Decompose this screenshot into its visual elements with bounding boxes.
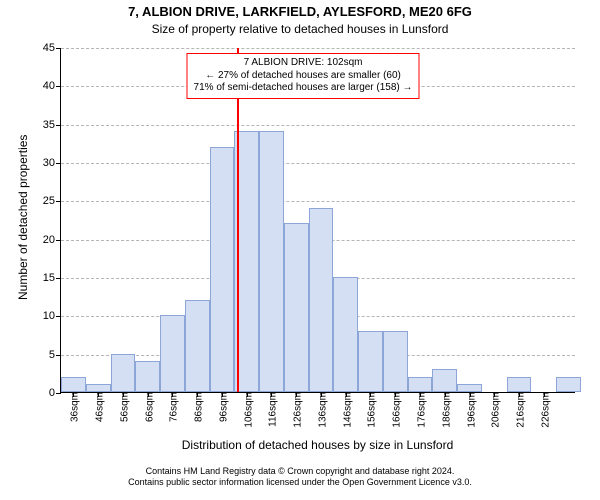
x-tick-label: 116sqm bbox=[264, 392, 279, 427]
plot-area: 05101520253035404536sqm46sqm56sqm66sqm76… bbox=[60, 48, 575, 393]
subtitle: Size of property relative to detached ho… bbox=[0, 22, 600, 36]
y-tick-label: 15 bbox=[43, 272, 61, 284]
annotation-line: ← 27% of detached houses are smaller (60… bbox=[194, 70, 413, 83]
footer-attribution: Contains HM Land Registry data © Crown c… bbox=[0, 466, 600, 489]
x-tick-label: 66sqm bbox=[140, 392, 155, 422]
histogram-bar bbox=[61, 377, 86, 392]
histogram-bar bbox=[111, 354, 136, 392]
histogram-bar bbox=[284, 223, 309, 392]
histogram-bar bbox=[457, 384, 482, 392]
histogram-bar bbox=[432, 369, 457, 392]
histogram-bar bbox=[358, 331, 383, 392]
grid-line bbox=[61, 163, 575, 164]
x-tick-label: 56sqm bbox=[115, 392, 130, 422]
marker-line bbox=[237, 48, 239, 392]
x-tick-label: 136sqm bbox=[313, 392, 328, 428]
grid-line bbox=[61, 48, 575, 49]
y-tick-label: 10 bbox=[43, 310, 61, 322]
x-tick-label: 106sqm bbox=[239, 392, 254, 428]
x-tick-label: 206sqm bbox=[487, 392, 502, 428]
x-tick-label: 36sqm bbox=[66, 392, 81, 422]
grid-line bbox=[61, 201, 575, 202]
x-axis-label: Distribution of detached houses by size … bbox=[60, 438, 575, 452]
chart-root: 7, ALBION DRIVE, LARKFIELD, AYLESFORD, M… bbox=[0, 0, 600, 500]
x-tick-label: 166sqm bbox=[388, 392, 403, 428]
x-tick-label: 156sqm bbox=[363, 392, 378, 428]
histogram-bar bbox=[185, 300, 210, 392]
x-tick-label: 96sqm bbox=[214, 392, 229, 422]
histogram-bar bbox=[383, 331, 408, 392]
x-tick-label: 226sqm bbox=[536, 392, 551, 428]
histogram-bar bbox=[333, 277, 358, 392]
y-axis-label: Number of detached properties bbox=[16, 135, 30, 300]
footer-line-2: Contains public sector information licen… bbox=[0, 477, 600, 488]
histogram-bar bbox=[556, 377, 581, 392]
histogram-bar bbox=[309, 208, 334, 392]
annotation-line: 7 ALBION DRIVE: 102sqm bbox=[194, 57, 413, 70]
footer-line-1: Contains HM Land Registry data © Crown c… bbox=[0, 466, 600, 477]
x-tick-label: 126sqm bbox=[289, 392, 304, 428]
y-tick-label: 40 bbox=[43, 80, 61, 92]
histogram-bar bbox=[408, 377, 433, 392]
x-tick-label: 86sqm bbox=[190, 392, 205, 422]
x-tick-label: 146sqm bbox=[338, 392, 353, 428]
histogram-bar bbox=[135, 361, 160, 392]
x-tick-label: 176sqm bbox=[413, 392, 428, 428]
histogram-bar bbox=[210, 147, 235, 392]
y-tick-label: 20 bbox=[43, 234, 61, 246]
y-tick-label: 45 bbox=[43, 42, 61, 54]
y-tick-label: 35 bbox=[43, 119, 61, 131]
histogram-bar bbox=[160, 315, 185, 392]
title-line-1: 7, ALBION DRIVE, LARKFIELD, AYLESFORD, M… bbox=[0, 4, 600, 19]
y-tick-label: 30 bbox=[43, 157, 61, 169]
annotation-box: 7 ALBION DRIVE: 102sqm← 27% of detached … bbox=[187, 53, 420, 99]
annotation-line: 71% of semi-detached houses are larger (… bbox=[194, 82, 413, 95]
histogram-bar bbox=[86, 384, 111, 392]
y-tick-label: 25 bbox=[43, 195, 61, 207]
x-tick-label: 216sqm bbox=[512, 392, 527, 428]
histogram-bar bbox=[259, 131, 284, 392]
x-tick-label: 186sqm bbox=[437, 392, 452, 428]
y-tick-label: 0 bbox=[49, 387, 61, 399]
x-tick-label: 46sqm bbox=[91, 392, 106, 422]
grid-line bbox=[61, 125, 575, 126]
histogram-bar bbox=[507, 377, 532, 392]
x-tick-label: 76sqm bbox=[165, 392, 180, 422]
y-tick-label: 5 bbox=[49, 349, 61, 361]
x-tick-label: 196sqm bbox=[462, 392, 477, 428]
